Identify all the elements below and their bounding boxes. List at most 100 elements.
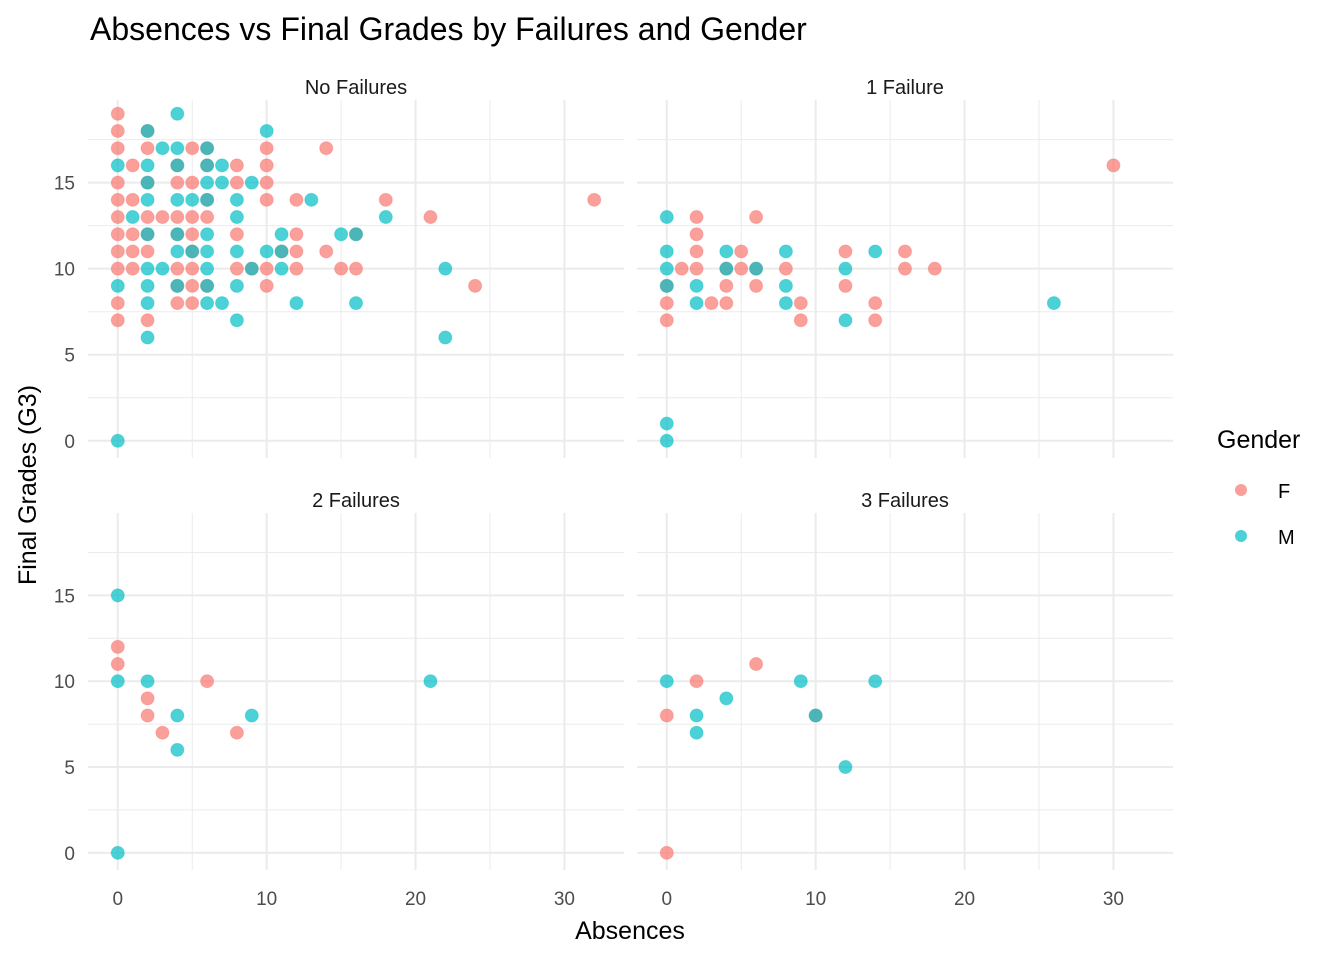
- data-point-m: [215, 175, 229, 190]
- data-point-m: [438, 261, 453, 276]
- data-point-m: [140, 175, 155, 190]
- data-point-f: [155, 725, 170, 740]
- data-point-m: [289, 296, 304, 311]
- facet-strip-label: 2 Failures: [312, 490, 400, 512]
- data-point-f: [110, 657, 125, 672]
- data-point-f: [110, 141, 125, 156]
- data-point-f: [185, 296, 200, 311]
- data-point-m: [229, 244, 244, 259]
- data-point-f: [927, 261, 942, 276]
- data-point-f: [229, 175, 244, 190]
- data-point-m: [719, 244, 734, 259]
- data-point-f: [868, 313, 883, 328]
- data-point-m: [838, 313, 853, 328]
- data-point-m: [140, 192, 155, 207]
- chart-title: Absences vs Final Grades by Failures and…: [90, 11, 807, 47]
- data-point-m: [170, 106, 185, 121]
- data-point-m: [438, 330, 453, 345]
- data-point-f: [140, 210, 155, 225]
- data-point-m: [185, 244, 200, 259]
- data-point-m: [200, 278, 215, 293]
- legend: Gender F M: [1217, 426, 1300, 549]
- data-point-f: [1106, 158, 1121, 173]
- data-point-m: [778, 244, 793, 259]
- data-point-m: [200, 227, 215, 242]
- data-point-f: [838, 244, 853, 259]
- data-point-f: [898, 261, 912, 276]
- data-point-f: [110, 123, 125, 138]
- data-point-f: [734, 244, 749, 259]
- data-point-f: [110, 639, 125, 654]
- data-point-f: [898, 244, 912, 259]
- data-point-f: [140, 141, 155, 156]
- data-point-m: [170, 742, 185, 757]
- data-point-f: [689, 261, 704, 276]
- x-tick-label: 10: [805, 889, 826, 910]
- data-point-f: [749, 210, 764, 225]
- data-point-f: [200, 674, 215, 689]
- data-point-m: [793, 674, 808, 689]
- data-point-f: [689, 227, 704, 242]
- data-point-f: [659, 845, 674, 860]
- data-point-f: [289, 244, 304, 259]
- data-point-f: [140, 708, 155, 723]
- data-point-f: [587, 192, 602, 207]
- data-point-m: [229, 192, 244, 207]
- data-point-f: [140, 691, 155, 706]
- data-point-m: [110, 433, 125, 448]
- data-point-m: [259, 244, 274, 259]
- x-tick-label: 30: [554, 889, 575, 910]
- y-tick-label: 10: [54, 672, 75, 693]
- data-point-m: [200, 296, 215, 311]
- data-point-m: [868, 244, 883, 259]
- data-point-f: [170, 175, 185, 190]
- data-point-f: [319, 141, 334, 156]
- facet-panel: 2 Failures 0 5 10 15 0 10 20 30: [54, 490, 624, 910]
- data-point-f: [140, 244, 155, 259]
- data-point-m: [200, 175, 215, 190]
- data-point-f: [704, 296, 719, 311]
- data-point-m: [244, 708, 259, 723]
- data-point-m: [689, 278, 704, 293]
- data-point-f: [125, 244, 140, 259]
- data-point-f: [110, 227, 125, 242]
- data-point-f: [185, 175, 200, 190]
- data-point-m: [659, 261, 674, 276]
- x-tick-label: 0: [661, 889, 672, 910]
- data-point-m: [229, 278, 244, 293]
- data-point-m: [200, 141, 215, 156]
- data-point-m: [808, 708, 823, 723]
- data-point-m: [229, 313, 244, 328]
- data-point-m: [749, 261, 764, 276]
- data-point-m: [170, 141, 185, 156]
- legend-label-m: M: [1278, 527, 1295, 549]
- data-point-f: [689, 210, 704, 225]
- data-point-m: [140, 296, 155, 311]
- data-point-m: [110, 278, 125, 293]
- data-point-f: [110, 210, 125, 225]
- data-point-m: [378, 210, 393, 225]
- facet-strip-label: 1 Failure: [866, 77, 944, 99]
- y-tick-label: 15: [54, 586, 75, 607]
- data-point-m: [659, 416, 674, 431]
- data-point-m: [349, 227, 363, 242]
- data-point-f: [125, 227, 140, 242]
- data-point-m: [659, 210, 674, 225]
- legend-key-m: [1235, 530, 1247, 542]
- x-tick-label: 0: [112, 889, 123, 910]
- data-point-m: [778, 296, 793, 311]
- data-point-f: [110, 175, 125, 190]
- y-tick-label: 0: [64, 844, 75, 865]
- y-tick-label: 10: [54, 260, 75, 281]
- legend-key-f: [1235, 484, 1247, 496]
- data-point-m: [719, 261, 734, 276]
- data-point-f: [259, 175, 274, 190]
- data-point-m: [349, 296, 363, 311]
- data-point-m: [215, 296, 229, 311]
- data-point-m: [185, 192, 200, 207]
- facet-panel: 1 Failure: [637, 77, 1173, 458]
- data-point-m: [838, 760, 853, 775]
- y-tick-label: 5: [64, 346, 75, 367]
- data-point-f: [719, 296, 734, 311]
